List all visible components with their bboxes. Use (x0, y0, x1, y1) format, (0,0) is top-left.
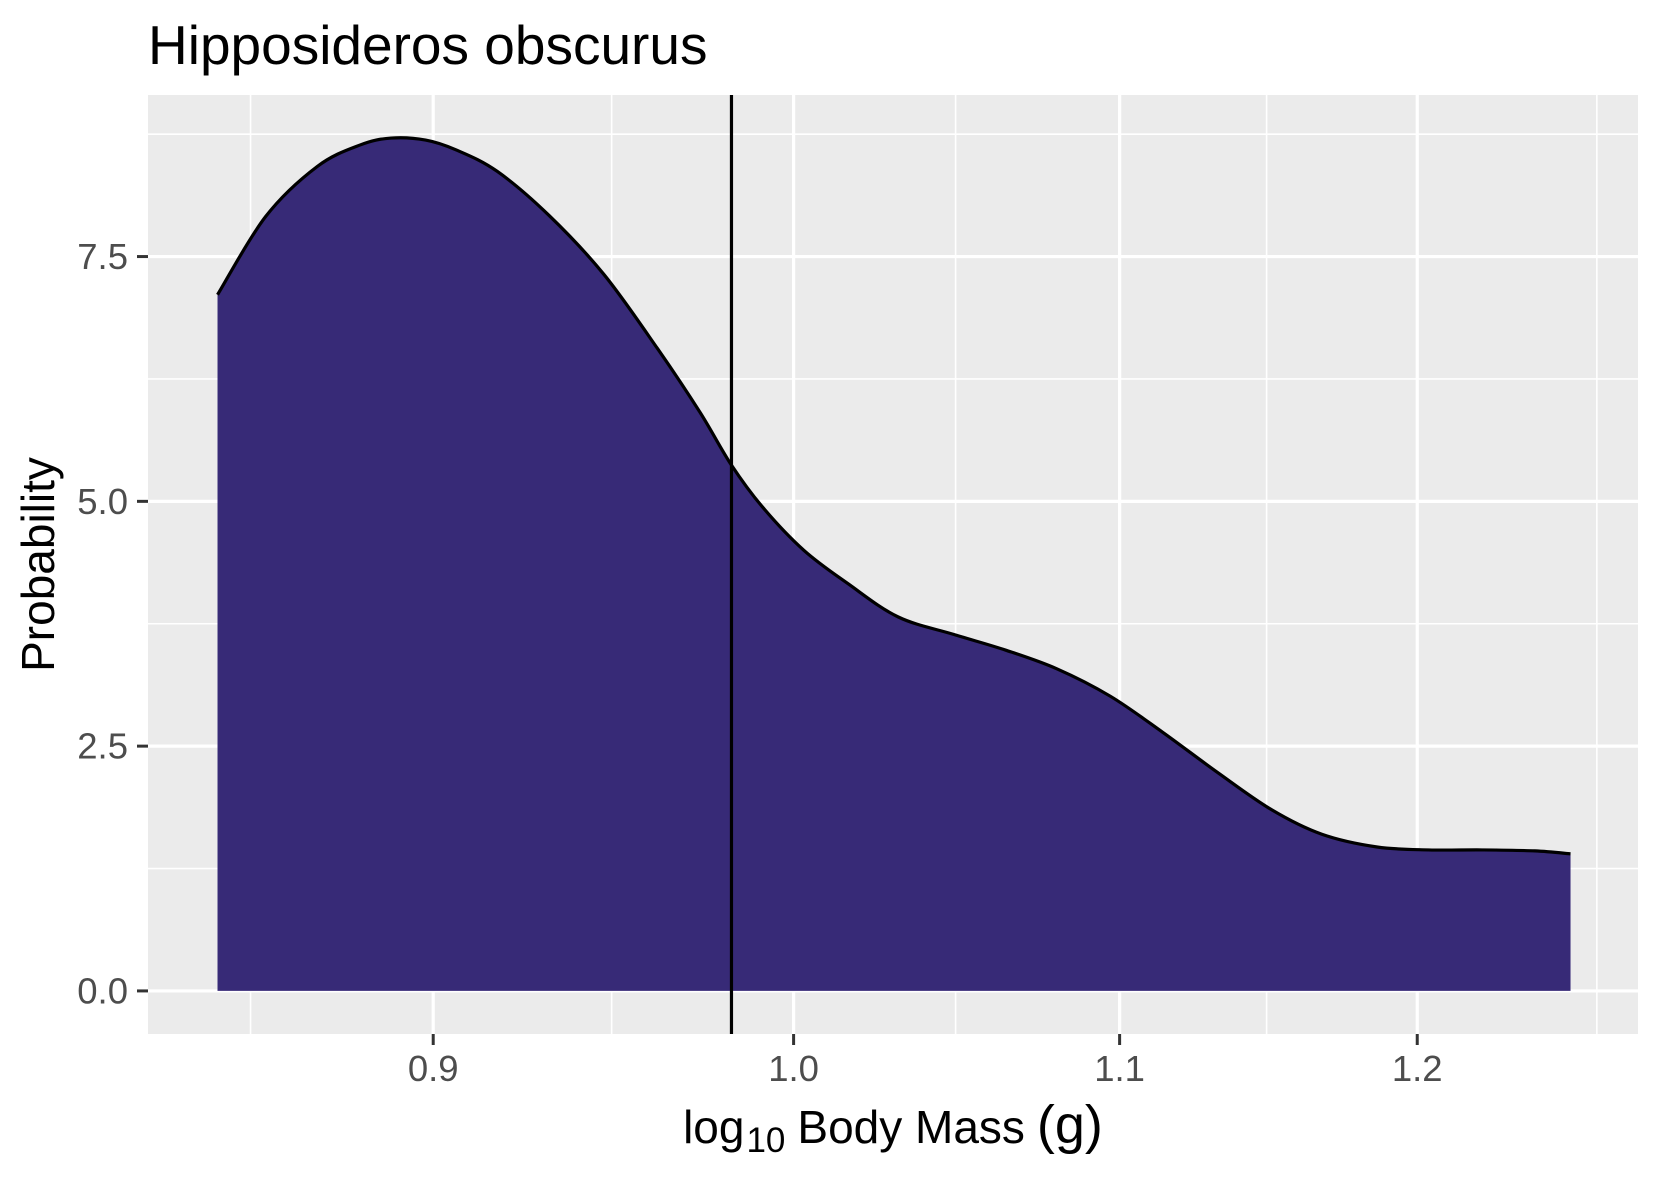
x-axis-title-unit: (g) (1037, 1095, 1103, 1155)
x-tick-label: 0.9 (408, 1048, 459, 1089)
chart-title: Hipposideros obscurus (148, 14, 707, 76)
x-axis-title-log: log (683, 1101, 744, 1153)
density-marks (216, 95, 1571, 1034)
density-area (217, 137, 1571, 991)
x-tick-label: 1.0 (768, 1048, 819, 1089)
x-axis-title-name: Body Mass (797, 1101, 1025, 1153)
y-axis-title: Probability (12, 457, 64, 672)
x-axis: 0.9 1.0 1.1 1.2 (408, 1034, 1443, 1089)
y-tick-label: 0.0 (77, 970, 128, 1011)
x-tick-label: 1.1 (1094, 1048, 1145, 1089)
y-axis: 0.0 2.5 5.0 7.5 (77, 236, 148, 1011)
y-tick-label: 5.0 (77, 481, 128, 522)
y-tick-label: 7.5 (77, 236, 128, 277)
x-tick-label: 1.2 (1392, 1048, 1443, 1089)
x-axis-title: log10 Body Mass (g) (683, 1095, 1103, 1160)
y-tick-label: 2.5 (77, 726, 128, 767)
x-axis-title-subscript: 10 (746, 1121, 785, 1160)
density-curve (216, 136, 1571, 856)
